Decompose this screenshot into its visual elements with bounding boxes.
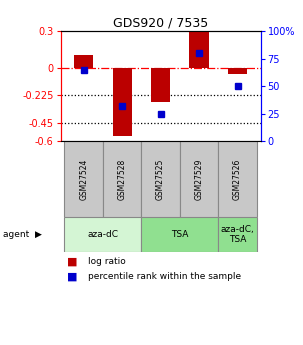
Bar (74, 55, 93, 68)
Title: GDS920 / 7535: GDS920 / 7535 (113, 17, 208, 30)
Text: GSM27529: GSM27529 (195, 159, 204, 200)
Text: percentile rank within the sample: percentile rank within the sample (88, 272, 241, 281)
Text: log ratio: log ratio (88, 257, 126, 266)
Text: TSA: TSA (171, 230, 188, 239)
Text: aza-dC,
TSA: aza-dC, TSA (221, 225, 255, 244)
Bar (142, 141, 180, 217)
Text: agent  ▶: agent ▶ (3, 230, 42, 239)
Text: aza-dC: aza-dC (87, 230, 118, 239)
Bar (151, 68, 170, 102)
Bar (103, 141, 142, 217)
Text: ■: ■ (67, 272, 77, 282)
Bar (142, 217, 218, 252)
Bar (112, 68, 132, 136)
Bar (180, 141, 218, 217)
Bar (218, 217, 257, 252)
Text: GSM27528: GSM27528 (118, 159, 127, 200)
Bar (65, 141, 103, 217)
Bar (65, 217, 142, 252)
Bar (228, 68, 247, 74)
Text: ■: ■ (67, 257, 77, 266)
Text: GSM27524: GSM27524 (79, 159, 88, 200)
Text: GSM27525: GSM27525 (156, 159, 165, 200)
Bar (189, 32, 209, 68)
Text: GSM27526: GSM27526 (233, 159, 242, 200)
Bar (218, 141, 257, 217)
